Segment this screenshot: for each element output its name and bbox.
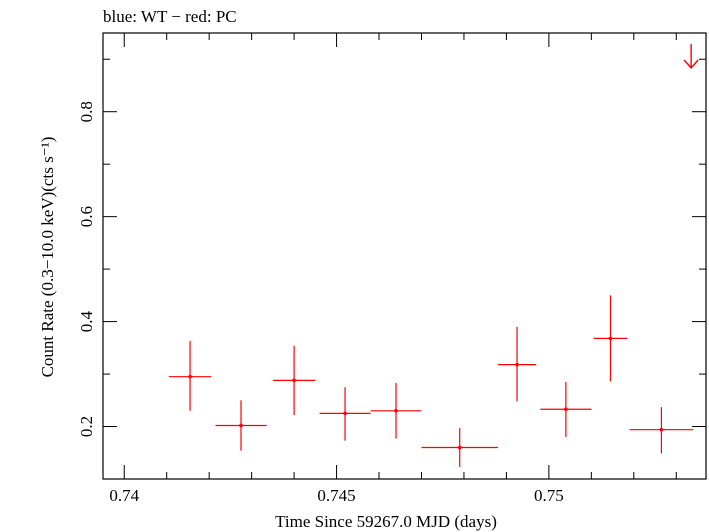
plot-area-border	[102, 32, 707, 480]
point-marker	[457, 445, 462, 450]
y-tick-label: 0.4	[77, 310, 96, 332]
data-point	[319, 387, 371, 441]
upper-limit	[683, 43, 699, 70]
data-point	[540, 381, 592, 438]
plot-frame	[102, 32, 707, 480]
data-point	[593, 295, 628, 382]
point-marker	[564, 407, 568, 412]
chart-title: blue: WT − red: PC	[103, 7, 237, 26]
point-marker	[343, 411, 347, 416]
upper-limit-arrows	[683, 43, 699, 70]
axis-ticks	[103, 33, 706, 480]
upper-limit-arrowhead	[683, 59, 699, 70]
data-point	[421, 428, 498, 467]
point-marker	[394, 408, 398, 413]
point-marker	[515, 362, 519, 367]
data-point	[168, 341, 212, 411]
point-marker	[608, 336, 613, 341]
data-point	[629, 407, 694, 454]
x-tick-label: 0.75	[534, 486, 564, 505]
data-point	[215, 400, 267, 451]
y-tick-label: 0.6	[77, 206, 96, 227]
y-tick-label: 0.2	[77, 416, 96, 437]
y-tick-label: 0.8	[77, 101, 96, 122]
point-marker	[239, 423, 243, 428]
axis-tick-labels: 0.74 0.745 0.75 0.2 0.4 0.6 0.8	[77, 101, 564, 505]
data-point	[370, 382, 422, 439]
x-tick-label: 0.74	[109, 486, 139, 505]
data-point	[497, 326, 537, 402]
data-point	[272, 345, 316, 415]
point-marker	[659, 427, 664, 432]
data-points	[168, 295, 694, 467]
y-axis-label: Count Rate (0.3−10.0 keV)(cts s⁻¹)	[38, 137, 57, 378]
point-marker	[188, 374, 192, 379]
point-marker	[292, 378, 296, 383]
x-tick-label: 0.745	[317, 486, 355, 505]
x-axis-label: Time Since 59267.0 MJD (days)	[275, 512, 497, 531]
